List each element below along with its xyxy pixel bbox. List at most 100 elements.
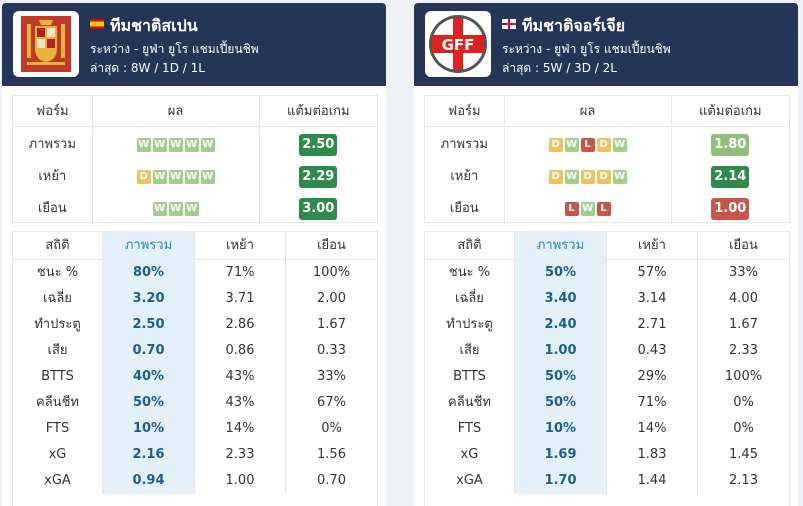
form-col-header: ฟอร์ม	[13, 95, 93, 127]
stat-label: xG	[13, 442, 103, 468]
stats-row: xGA 1.70 1.44 2.13	[425, 468, 789, 494]
stat-overall: 2.40	[515, 312, 607, 338]
stats-row: FTS 10% 14% 0%	[13, 416, 377, 442]
stat-overall: 1.70	[515, 468, 607, 494]
stats-row: เฉลี่ย 3.20 3.71 2.00	[13, 286, 377, 312]
result-badge[interactable]: W	[612, 170, 627, 184]
result-badge[interactable]: L	[564, 202, 579, 216]
home-col-header[interactable]: เหย้า	[607, 231, 698, 260]
stat-away: 2.13	[729, 473, 758, 488]
result-badge[interactable]: W	[168, 202, 183, 216]
stat-home: 43%	[195, 390, 286, 416]
result-badge[interactable]: W	[612, 138, 627, 152]
form-table: ฟอร์ม ผล แต้มต่อเกม ภาพรวม W W W W W 2.50 เหย้า…	[12, 95, 378, 225]
stats-row: เฉลี่ย 3.40 3.14 4.00	[425, 286, 789, 312]
form-table-header: ฟอร์ม ผล แต้มต่อเกม	[13, 95, 377, 127]
ppg-badge: 2.14	[711, 166, 750, 188]
result-badge[interactable]: W	[580, 202, 595, 216]
stat-label: BTTS	[425, 364, 515, 390]
team-logo[interactable]: GFF	[425, 11, 491, 77]
overall-col-header[interactable]: ภาพรวม	[515, 231, 607, 260]
stats-row: xG 1.69 1.83 1.45	[425, 442, 789, 468]
stat-home: 1.83	[607, 442, 698, 468]
ppg-badge: 1.80	[711, 134, 750, 156]
stat-overall: 2.16	[103, 442, 195, 468]
stat-overall: 2.50	[103, 312, 195, 338]
team-name[interactable]: ทีมชาติจอร์เจีย	[522, 16, 626, 35]
stat-away: 1.67	[317, 317, 346, 332]
form-row-label: เยือน	[13, 193, 93, 225]
stat-away: 0%	[321, 421, 342, 436]
result-badge[interactable]: D	[580, 170, 595, 184]
stat-label: ทำประตู	[13, 312, 103, 338]
away-col-header[interactable]: เยือน	[317, 237, 346, 253]
spain-crest-logo	[21, 16, 71, 72]
stat-away: 2.33	[729, 343, 758, 358]
team-name[interactable]: ทีมชาติสเปน	[110, 16, 198, 35]
stat-label: เสีย	[425, 338, 515, 364]
stat-away: 4.00	[729, 291, 758, 306]
stats-table-header: สถิติ ภาพรวม เหย้า เยือน	[13, 231, 377, 260]
stats-row: FTS 10% 14% 0%	[425, 416, 789, 442]
record-line: ล่าสุด : 8W / 1D / 1L	[90, 61, 205, 75]
form-rows: ภาพรวม W W W W W 2.50 เหย้า D W W W W 2.29 เยือน W W W 3.0…	[13, 127, 377, 225]
home-col-header[interactable]: เหย้า	[195, 231, 286, 260]
stat-home: 29%	[607, 364, 698, 390]
form-row: ภาพรวม W W W W W 2.50	[13, 129, 377, 161]
result-badge[interactable]: D	[548, 170, 563, 184]
stat-home: 1.00	[195, 468, 286, 494]
stat-home: 0.43	[607, 338, 698, 364]
result-badge[interactable]: W	[184, 138, 199, 152]
stats-row: เสีย 1.00 0.43 2.33	[425, 338, 789, 364]
result-badge[interactable]: L	[580, 138, 595, 152]
form-table-header: ฟอร์ม ผล แต้มต่อเกม	[425, 95, 789, 127]
form-row-label: เยือน	[425, 193, 505, 225]
stat-away: 0.33	[317, 343, 346, 358]
overall-col-header[interactable]: ภาพรวม	[103, 231, 195, 260]
stat-away: 1.56	[317, 447, 346, 462]
form-row-label: เหย้า	[425, 161, 505, 193]
gff-logo: GFF	[429, 15, 487, 73]
result-badge[interactable]: D	[596, 138, 611, 152]
ppg-badge: 3.00	[299, 198, 338, 220]
stats-row: ทำประตู 2.40 2.71 1.67	[425, 312, 789, 338]
result-badge[interactable]: W	[200, 170, 215, 184]
result-badge[interactable]: W	[564, 138, 579, 152]
result-badge[interactable]: W	[152, 202, 167, 216]
result-badge[interactable]: D	[596, 170, 611, 184]
form-row: เหย้า D W W W W 2.29	[13, 161, 377, 193]
result-badge[interactable]: W	[200, 138, 215, 152]
result-badge[interactable]: W	[168, 138, 183, 152]
result-badge[interactable]: W	[136, 138, 151, 152]
away-col-header[interactable]: เยือน	[729, 237, 758, 253]
results-col-header: ผล	[505, 95, 672, 127]
stats-rows: ชนะ % 50% 57% 33% เฉลี่ย 3.40 3.14 4.00 ทำประตู 2…	[425, 260, 789, 494]
stat-away: 0%	[733, 395, 754, 410]
team-logo[interactable]	[13, 11, 79, 77]
result-badge[interactable]: W	[184, 202, 199, 216]
team-card-spain: ทีมชาติสเปน ระหว่าง - ยูฟ่า ยูโร แชมเปี้…	[2, 3, 386, 506]
ppg-badge: 2.50	[299, 134, 338, 156]
ppg-col-header: แต้มต่อเกม	[287, 103, 350, 119]
result-badge[interactable]: W	[564, 170, 579, 184]
result-badge[interactable]: D	[136, 170, 151, 184]
stat-overall: 10%	[515, 416, 607, 442]
result-badge[interactable]: W	[168, 170, 183, 184]
result-badge[interactable]: W	[152, 170, 167, 184]
result-badge[interactable]: W	[184, 170, 199, 184]
form-col-header: ฟอร์ม	[425, 95, 505, 127]
stat-label: เสีย	[13, 338, 103, 364]
stat-overall: 80%	[103, 260, 195, 286]
result-badge[interactable]: L	[596, 202, 611, 216]
result-badge[interactable]: D	[548, 138, 563, 152]
stat-label: คลีนชีท	[425, 390, 515, 416]
stats-row: ชนะ % 50% 57% 33%	[425, 260, 789, 286]
stats-row: BTTS 40% 43% 33%	[13, 364, 377, 390]
result-badge[interactable]: W	[152, 138, 167, 152]
form-row-label: ภาพรวม	[425, 129, 505, 161]
